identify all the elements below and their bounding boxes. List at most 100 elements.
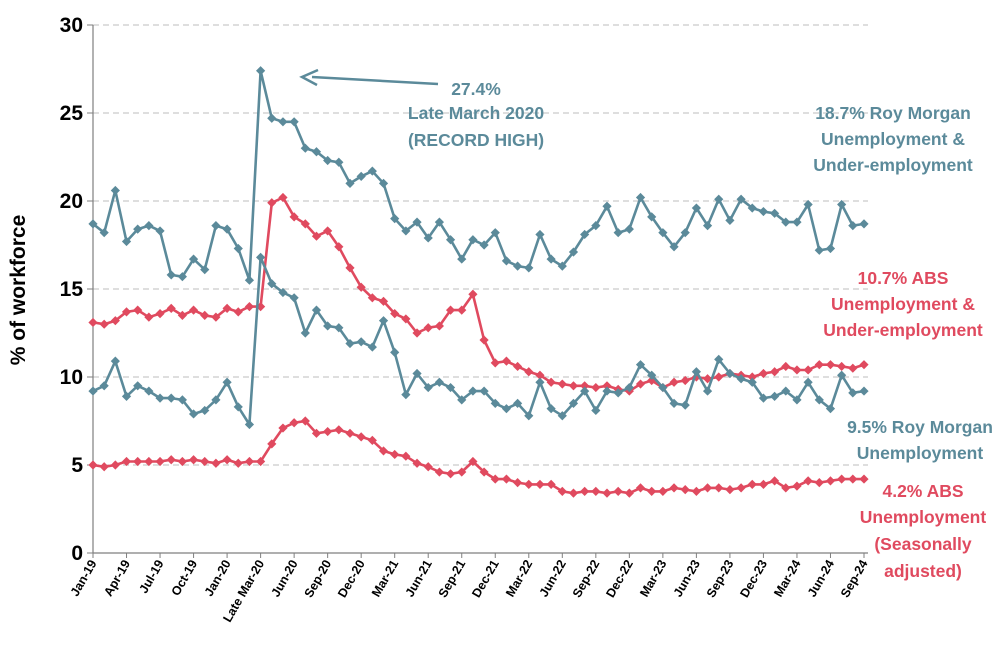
data-point	[110, 316, 120, 326]
data-point	[624, 488, 634, 498]
data-point	[859, 360, 869, 370]
data-point	[479, 335, 489, 345]
data-point	[334, 323, 344, 333]
data-point	[468, 456, 478, 467]
data-point	[434, 321, 444, 331]
data-point	[244, 275, 255, 285]
data-point	[401, 226, 411, 236]
record-arrow-line	[311, 75, 439, 86]
x-tick-label: Jun-23	[671, 557, 703, 599]
y-tick-label: 30	[60, 14, 83, 37]
abs-u-label-line2: Unemployment	[860, 507, 987, 527]
abs-u-label-line3: (Seasonally	[874, 534, 972, 554]
data-point	[647, 370, 657, 380]
data-point	[524, 263, 534, 273]
data-point	[568, 381, 579, 391]
data-point	[792, 395, 802, 405]
data-point	[222, 303, 232, 313]
data-point	[825, 243, 836, 254]
data-point	[457, 467, 467, 477]
x-tick-label: Jun-22	[537, 557, 569, 599]
data-point	[278, 287, 288, 298]
data-point	[736, 483, 746, 493]
data-point	[390, 309, 400, 319]
data-point	[770, 367, 780, 377]
data-point	[390, 449, 400, 460]
x-tick-label: Dec-23	[737, 557, 770, 600]
rm-uu-label-line2: Unemployment &	[821, 129, 965, 149]
data-point	[725, 215, 735, 225]
data-point	[468, 235, 478, 245]
series-2	[88, 192, 869, 396]
data-point	[490, 358, 500, 368]
record-value-label: 27.4%	[451, 79, 501, 99]
data-point	[535, 377, 545, 387]
x-tick-label: Sep-20	[302, 557, 335, 600]
data-point	[702, 483, 713, 493]
data-point	[144, 312, 154, 322]
data-point	[99, 319, 109, 329]
data-point	[691, 367, 701, 377]
data-point	[289, 293, 299, 303]
data-point	[99, 228, 109, 238]
rm-underemployment-label: 18.7% Roy Morgan Unemployment & Under-em…	[813, 103, 973, 175]
y-axis-label: % of workforce	[7, 215, 30, 366]
data-point	[412, 217, 422, 227]
data-point	[121, 391, 132, 401]
data-point	[490, 228, 500, 238]
data-point	[445, 235, 456, 245]
abs-uu-label-line2: Unemployment &	[831, 294, 975, 314]
data-point	[423, 323, 433, 333]
data-point	[177, 310, 187, 320]
data-point	[680, 375, 690, 386]
data-point	[356, 337, 366, 347]
data-point	[278, 423, 288, 433]
data-point	[591, 486, 601, 496]
data-point	[758, 368, 769, 379]
data-point	[222, 377, 232, 387]
data-point	[166, 455, 176, 465]
x-tick-label: Dec-22	[603, 557, 636, 600]
data-point	[714, 372, 724, 382]
data-point	[121, 236, 132, 247]
x-tick-label: Jul-19	[136, 557, 166, 595]
data-point	[457, 254, 467, 264]
data-point	[680, 228, 690, 238]
data-point	[244, 456, 255, 467]
data-point	[691, 486, 701, 496]
x-tick-label: Jun-20	[268, 557, 300, 599]
data-point	[825, 404, 836, 414]
data-point	[311, 428, 322, 438]
data-point	[289, 212, 299, 222]
x-tick-label: Jun-24	[805, 557, 837, 599]
data-point	[121, 456, 132, 467]
data-point	[513, 261, 523, 271]
series-1	[88, 66, 869, 285]
rm-unemployment-label: 9.5% Roy Morgan Unemployment	[847, 417, 993, 463]
data-point	[211, 221, 221, 231]
data-point	[602, 386, 612, 396]
x-tick-label: Mar-23	[637, 557, 669, 599]
data-point	[323, 321, 333, 331]
x-tick-label: Mar-24	[771, 557, 803, 599]
data-point	[792, 365, 802, 375]
data-point	[758, 393, 769, 403]
data-point	[88, 386, 98, 396]
data-point	[524, 367, 534, 377]
data-point	[133, 305, 143, 315]
data-point	[423, 462, 433, 472]
data-point	[166, 270, 176, 280]
data-point	[311, 305, 322, 315]
data-point	[490, 474, 500, 484]
data-point	[635, 379, 646, 389]
data-point	[311, 231, 322, 241]
data-point	[557, 379, 567, 389]
data-point	[166, 393, 176, 403]
data-point	[188, 254, 199, 264]
data-point	[624, 224, 634, 234]
data-point	[323, 155, 333, 166]
data-point	[546, 404, 556, 414]
data-point	[300, 328, 310, 338]
data-point	[580, 486, 590, 496]
